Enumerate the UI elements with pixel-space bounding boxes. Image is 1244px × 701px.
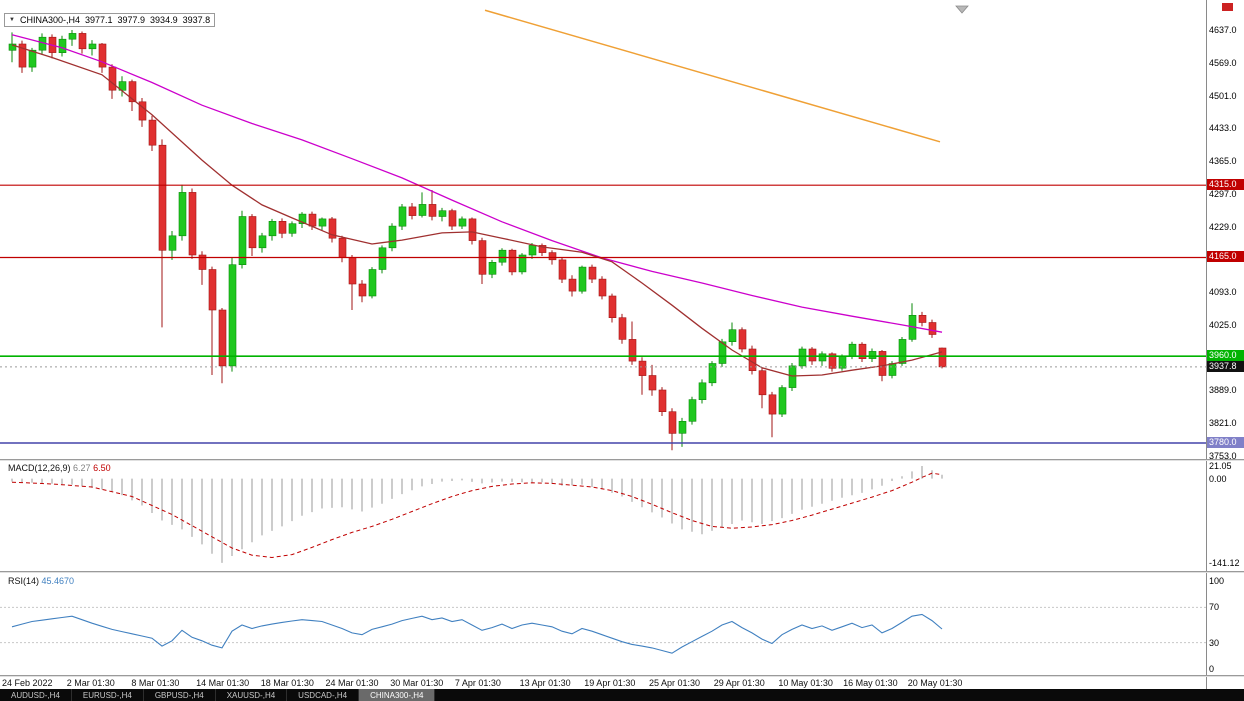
macd-scale-tick: 0.00 <box>1209 474 1227 484</box>
symbol-ohlc-box[interactable]: ▼ CHINA300-,H4 3977.1 3977.9 3934.9 3937… <box>4 13 216 27</box>
price-tick: 4229.0 <box>1209 222 1237 232</box>
ohlc-close: 3937.8 <box>182 15 211 25</box>
price-tick: 4093.0 <box>1209 287 1237 297</box>
time-label: 14 Mar 01:30 <box>196 678 250 688</box>
macd-scale-tick: -141.12 <box>1209 558 1240 568</box>
chart-tab[interactable]: EURUSD-,H4 <box>72 689 144 701</box>
macd-indicator <box>11 466 943 563</box>
macd-scale-tick: 21.05 <box>1209 461 1232 471</box>
ohlc-high: 3977.9 <box>117 15 146 25</box>
chart-tab[interactable]: GBPUSD-,H4 <box>144 689 216 701</box>
price-badge: 3937.8 <box>1207 361 1244 372</box>
rsi-scale-tick: 0 <box>1209 664 1215 674</box>
price-tick: 4297.0 <box>1209 189 1237 199</box>
chart-canvas[interactable] <box>0 0 1206 688</box>
time-axis-divider <box>0 675 1244 677</box>
trendline[interactable] <box>484 9 941 143</box>
time-label: 8 Mar 01:30 <box>131 678 180 688</box>
rsi-indicator <box>0 606 1206 654</box>
time-label: 18 Mar 01:30 <box>260 678 314 688</box>
rsi-scale-tick: 100 <box>1209 576 1225 586</box>
chart-tab[interactable]: AUDUSD-,H4 <box>0 689 72 701</box>
horizontal-levels[interactable] <box>0 184 1206 444</box>
macd-label: MACD(12,26,9) 6.27 6.50 <box>8 463 111 473</box>
price-axis[interactable]: 4637.0 4569.0 4501.0 4433.0 4365.0 4297.0 4229… <box>1207 0 1244 689</box>
dropdown-arrow-icon[interactable]: ▼ <box>9 17 15 23</box>
price-axis-separator <box>1206 0 1207 689</box>
price-tick: 4433.0 <box>1209 123 1237 133</box>
time-label: 7 Apr 01:30 <box>454 678 501 688</box>
ohlc-open: 3977.1 <box>84 15 113 25</box>
macd-main-value: 6.27 <box>73 463 91 473</box>
ohlc-low: 3934.9 <box>150 15 178 25</box>
price-badge: 3780.0 <box>1207 437 1244 448</box>
rsi-name: RSI(14) <box>8 576 40 586</box>
time-label: 13 Apr 01:30 <box>519 678 571 688</box>
moving-averages <box>11 34 943 377</box>
time-label: 16 May 01:30 <box>843 678 898 688</box>
chart-tab[interactable]: CHINA300-,H4 <box>359 689 436 701</box>
rsi-scale-tick: 70 <box>1209 602 1220 612</box>
time-label: 19 Apr 01:30 <box>584 678 636 688</box>
macd-signal-value: 6.50 <box>93 463 111 473</box>
chart-tab[interactable]: XAUUSD-,H4 <box>216 689 288 701</box>
chart-tab-bar: AUDUSD-,H4 EURUSD-,H4 GBPUSD-,H4 XAUUSD-,H4… <box>0 689 1244 701</box>
price-badge: 4165.0 <box>1207 251 1244 262</box>
price-tick: 4569.0 <box>1209 58 1237 68</box>
price-tick: 3889.0 <box>1209 385 1237 395</box>
chart-tab[interactable]: USDCAD-,H4 <box>287 689 360 701</box>
rsi-value: 45.4670 <box>41 576 75 586</box>
time-label: 10 May 01:30 <box>778 678 833 688</box>
top-right-red-marker <box>1222 3 1233 11</box>
price-tick: 4637.0 <box>1209 25 1237 35</box>
time-label: 25 Apr 01:30 <box>649 678 701 688</box>
macd-name: MACD(12,26,9) <box>8 463 71 473</box>
time-label: 2 Mar 01:30 <box>66 678 115 688</box>
rsi-scale-tick: 30 <box>1209 638 1220 648</box>
price-tick: 4365.0 <box>1209 156 1237 166</box>
price-tick: 4501.0 <box>1209 91 1237 101</box>
panel-divider-rsi[interactable] <box>0 571 1244 573</box>
time-axis[interactable]: 24 Feb 2022 2 Mar 01:30 8 Mar 01:30 14 Mar … <box>0 677 1206 689</box>
chart-shift-marker-icon[interactable] <box>955 5 969 14</box>
time-label: 24 Feb 2022 <box>2 678 53 688</box>
time-label: 29 Apr 01:30 <box>713 678 765 688</box>
candles <box>8 30 947 451</box>
rsi-label: RSI(14) 45.4670 <box>8 576 74 586</box>
price-tick: 4025.0 <box>1209 320 1237 330</box>
price-badge: 3960.0 <box>1207 350 1244 361</box>
time-label: 20 May 01:30 <box>907 678 963 688</box>
time-label: 30 Mar 01:30 <box>390 678 444 688</box>
price-tick: 3753.0 <box>1209 451 1237 461</box>
symbol-period: CHINA300-,H4 <box>19 15 80 25</box>
panel-divider-macd[interactable] <box>0 459 1244 461</box>
time-label: 24 Mar 01:30 <box>325 678 379 688</box>
price-badge: 4315.0 <box>1207 179 1244 190</box>
price-tick: 3821.0 <box>1209 418 1237 428</box>
